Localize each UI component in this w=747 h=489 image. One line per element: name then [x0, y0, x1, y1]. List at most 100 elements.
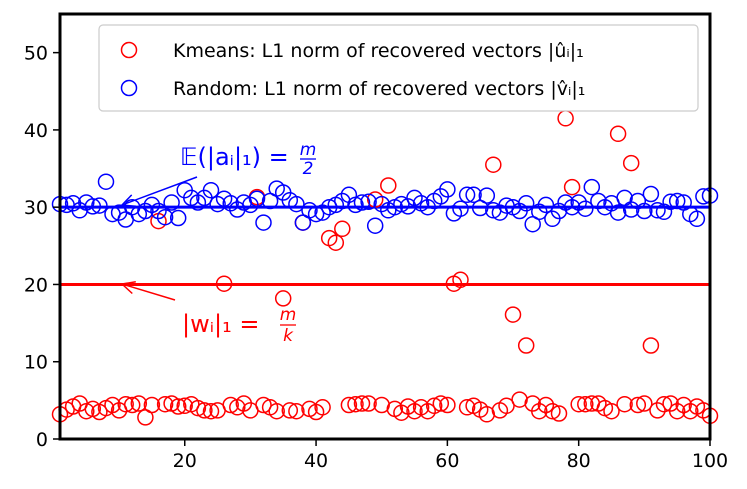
- kmeans-point: [629, 396, 647, 414]
- kmeans-point: [222, 396, 239, 414]
- kmeans-point: [123, 396, 141, 414]
- random-point: [320, 198, 338, 216]
- legend-label-random: Random: L1 norm of recovered vectors |v̂…: [173, 78, 585, 100]
- random-point: [517, 195, 535, 212]
- kmeans-point: [347, 395, 364, 413]
- random-point: [307, 205, 325, 223]
- random-point: [458, 186, 476, 204]
- kmeans-point: [334, 220, 351, 238]
- random-point: [668, 192, 686, 210]
- random-point: [137, 202, 154, 220]
- kmeans-point: [622, 154, 640, 172]
- kmeans-point: [517, 337, 535, 354]
- plot-frame: [58, 12, 712, 441]
- kmeans-point: [176, 397, 193, 415]
- legend-marker-random: [120, 79, 138, 97]
- y-tick-label: 0: [36, 429, 48, 451]
- kmeans-point: [288, 402, 305, 420]
- annotation-w-norm-numerator: m: [280, 305, 297, 325]
- kmeans-point: [563, 178, 581, 196]
- series-random: [51, 173, 719, 234]
- random-point: [366, 217, 384, 234]
- random-point: [590, 192, 607, 210]
- kmeans-point: [655, 395, 673, 413]
- kmeans-point: [340, 396, 358, 414]
- kmeans-point: [117, 395, 134, 413]
- kmeans-point: [609, 125, 627, 143]
- legend-label-kmeans: Kmeans: L1 norm of recovered vectors |ûᵢ…: [173, 40, 584, 62]
- random-point: [169, 209, 187, 227]
- kmeans-point: [570, 395, 587, 413]
- kmeans-point: [169, 398, 187, 415]
- kmeans-point: [649, 402, 666, 419]
- legend-marker-kmeans: [120, 41, 138, 59]
- kmeans-point: [393, 404, 410, 421]
- random-point: [347, 196, 364, 214]
- random-point: [439, 181, 456, 198]
- kmeans-point: [202, 402, 220, 420]
- random-point: [537, 196, 555, 214]
- kmeans-point: [143, 396, 161, 414]
- kmeans-point: [458, 399, 476, 416]
- kmeans-point: [353, 395, 371, 412]
- kmeans-point: [531, 402, 548, 420]
- y-tick-label: 20: [24, 274, 48, 296]
- kmeans-point: [439, 396, 456, 414]
- kmeans-point: [360, 395, 377, 412]
- random-point: [163, 194, 180, 211]
- x-tick-label: 40: [304, 450, 328, 472]
- random-point: [97, 173, 115, 190]
- kmeans-point: [196, 402, 213, 419]
- random-point: [688, 210, 706, 228]
- random-point: [419, 198, 436, 216]
- kmeans-point: [550, 405, 568, 422]
- annotation-expectation: 𝔼(|aᵢ|₁) = m 2: [120, 140, 317, 208]
- random-point: [255, 214, 272, 231]
- annotation-w-norm-denominator: k: [283, 326, 294, 346]
- random-point: [143, 196, 161, 214]
- kmeans-point: [130, 395, 148, 412]
- legend: Kmeans: L1 norm of recovered vectors |ûᵢ…: [98, 24, 699, 112]
- random-point: [84, 198, 102, 215]
- kmeans-point: [432, 395, 450, 412]
- random-point: [373, 195, 390, 213]
- legend-box: [98, 24, 699, 112]
- kmeans-point: [616, 395, 633, 413]
- random-point: [150, 202, 167, 220]
- random-point: [248, 190, 266, 207]
- kmeans-point: [281, 402, 299, 419]
- random-point: [288, 195, 305, 213]
- kmeans-point: [78, 402, 95, 420]
- annotation-expectation-numerator: m: [300, 140, 317, 160]
- kmeans-point: [274, 290, 292, 307]
- random-point: [91, 197, 108, 214]
- random-point: [222, 195, 239, 212]
- annotation-expectation-denominator: 2: [303, 159, 314, 179]
- kmeans-point: [452, 271, 469, 289]
- annotation-expectation-arrow: [121, 176, 198, 206]
- kmeans-point: [636, 395, 653, 412]
- random-point: [609, 204, 627, 221]
- kmeans-point: [498, 397, 515, 415]
- kmeans-point: [485, 156, 502, 173]
- kmeans-point: [380, 177, 397, 194]
- random-point: [399, 198, 417, 215]
- x-tick-label: 80: [567, 450, 591, 472]
- y-tick-label: 30: [24, 197, 48, 219]
- x-tick-label: 20: [173, 450, 197, 472]
- kmeans-point: [603, 402, 620, 420]
- random-point: [636, 202, 653, 220]
- random-point: [583, 178, 601, 196]
- random-point: [642, 185, 660, 203]
- annotation-w-norm: |wᵢ|₁ = m k: [120, 281, 297, 346]
- kmeans-point: [642, 337, 660, 354]
- random-point: [393, 195, 410, 213]
- kmeans-point: [537, 396, 555, 414]
- kmeans-point: [668, 402, 686, 420]
- annotation-w-norm-text: |wᵢ|₁ =: [182, 310, 259, 338]
- kmeans-point: [215, 275, 233, 292]
- annotation-expectation-text: 𝔼(|aᵢ|₁) =: [180, 143, 289, 171]
- x-tick-label: 60: [435, 450, 459, 472]
- random-point: [156, 208, 174, 226]
